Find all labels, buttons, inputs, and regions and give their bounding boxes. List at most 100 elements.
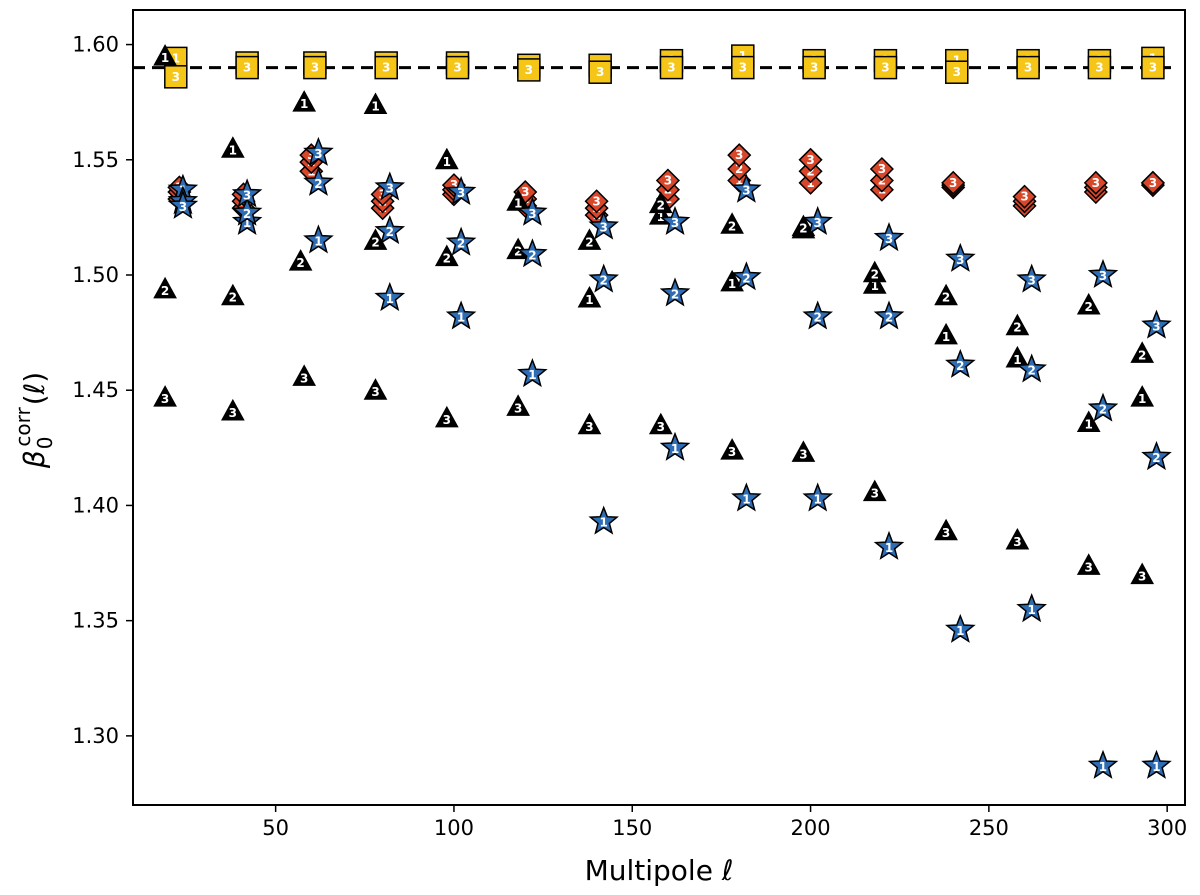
marker-label: 3 [179, 200, 187, 214]
x-tick-label: 250 [969, 816, 1009, 840]
triangle-marker: 2 [288, 249, 313, 271]
star-shape [374, 171, 406, 201]
star-shape [873, 300, 905, 330]
triangle-marker: 1 [221, 136, 245, 158]
marker-label: 1 [514, 196, 522, 210]
triangle-marker: 3 [862, 479, 887, 502]
marker-label: 3 [667, 61, 675, 75]
triangle-shape [1005, 345, 1030, 368]
triangle-marker: 2 [363, 228, 388, 250]
square-shape [303, 55, 327, 80]
triangle-shape [506, 189, 530, 211]
marker-label: 2 [443, 252, 451, 266]
star-shape [1016, 263, 1047, 293]
data-markers: 1313131313131313131313131313131231231231… [153, 44, 1172, 779]
diamond-shape [655, 168, 680, 193]
marker-label: 3 [1092, 176, 1100, 190]
marker-label: 1 [1099, 760, 1107, 774]
marker-label: 3 [1085, 560, 1093, 574]
marker-label: 3 [735, 148, 743, 162]
triangle-marker: 3 [153, 385, 177, 407]
marker-label: 2 [229, 291, 237, 305]
square-marker: 3 [164, 65, 188, 89]
y-tick-label: 1.35 [72, 609, 119, 633]
square-shape [1016, 55, 1040, 80]
square-shape [802, 55, 826, 80]
star-marker: 1 [1087, 749, 1119, 779]
star-series: 1231231231231231231231231231231231231231… [167, 136, 1172, 779]
marker-label: 2 [161, 284, 169, 298]
triangle-marker: 1 [1130, 385, 1155, 407]
y-tick-label: 1.30 [72, 724, 119, 748]
triangle-marker: 3 [1005, 527, 1030, 550]
marker-label: 1 [1152, 760, 1160, 774]
marker-label: 2 [386, 225, 394, 239]
diamond-marker: 2 [727, 156, 752, 182]
marker-label: 1 [671, 442, 679, 456]
x-tick-label: 200 [791, 816, 831, 840]
marker-label: 3 [450, 178, 458, 192]
marker-label: 3 [1095, 61, 1103, 75]
star-marker: 3 [1141, 309, 1172, 339]
triangle-shape [221, 136, 245, 158]
triangle-shape [363, 92, 388, 114]
star-marker: 2 [231, 196, 263, 226]
star-shape [445, 226, 477, 256]
y-axis: 1.30 1.35 1.40 1.45 1.50 1.55 1.60 [72, 33, 133, 748]
square-shape [1141, 55, 1165, 80]
x-tick-label: 150 [612, 816, 652, 840]
diamond-shape [798, 147, 823, 172]
star-shape [303, 136, 334, 166]
marker-label: 3 [953, 65, 961, 79]
marker-label: 1 [1013, 353, 1021, 367]
marker-label: 1 [229, 143, 237, 157]
triangle-shape [1076, 410, 1101, 432]
marker-label: 3 [300, 371, 308, 385]
y-tick-label: 1.60 [72, 33, 119, 57]
marker-label: 2 [885, 310, 893, 324]
marker-label: 2 [371, 235, 379, 249]
y-label-sub: 0 [33, 437, 57, 450]
diamond-marker: 3 [727, 143, 752, 168]
star-marker: 1 [945, 613, 976, 643]
triangle-marker: 3 [506, 394, 530, 416]
star-marker: 3 [231, 178, 263, 208]
marker-label: 2 [585, 235, 593, 249]
triangle-shape [1005, 527, 1030, 550]
marker-label: 3 [949, 176, 957, 190]
triangle-shape [292, 364, 317, 386]
triangle-shape [292, 90, 317, 112]
marker-label: 2 [1027, 363, 1035, 377]
marker-label: 1 [161, 51, 169, 65]
marker-label: 3 [311, 61, 319, 75]
marker-label: 3 [525, 63, 533, 77]
star-shape [445, 175, 477, 206]
triangle-marker: 1 [934, 322, 958, 345]
diamond-marker: 3 [584, 189, 609, 214]
star-shape [659, 277, 691, 307]
star-shape [1087, 749, 1119, 779]
square-shape [659, 55, 684, 80]
triangle-marker: 2 [1076, 292, 1101, 315]
star-shape [588, 263, 619, 293]
star-shape [945, 348, 976, 378]
marker-label: 1 [1085, 417, 1093, 431]
marker-label: 3 [314, 147, 322, 161]
triangle-marker: 2 [791, 214, 816, 237]
y-tick-label: 1.50 [72, 263, 119, 287]
star-marker: 1 [374, 281, 406, 312]
star-marker: 1 [802, 482, 833, 512]
marker-label: 2 [657, 199, 665, 213]
square-marker: 3 [731, 55, 755, 80]
marker-label: 3 [443, 413, 451, 427]
marker-label: 3 [814, 216, 822, 230]
star-marker: 2 [1016, 353, 1047, 383]
marker-label: 1 [371, 99, 379, 113]
square-marker: 3 [1087, 55, 1112, 80]
star-shape [374, 215, 406, 245]
triangle-shape [934, 518, 958, 541]
star-shape [731, 482, 762, 512]
marker-label: 2 [942, 291, 950, 305]
triangle-marker: 1 [506, 189, 530, 211]
triangle-marker: 1 [292, 90, 317, 112]
